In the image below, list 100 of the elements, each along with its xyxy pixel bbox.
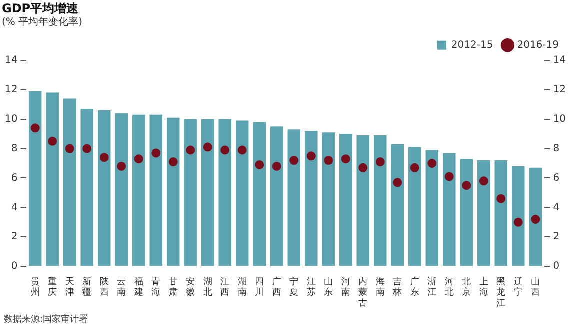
- bar: [478, 160, 490, 266]
- bar: [443, 153, 456, 266]
- x-tick-label: 吉林: [392, 276, 402, 298]
- point: [531, 214, 540, 224]
- bar: [322, 132, 335, 266]
- bar: [132, 114, 146, 266]
- y2-tick-label: 10: [553, 114, 566, 125]
- point: [117, 162, 126, 171]
- x-tick-label: 内蒙古: [358, 276, 368, 309]
- point: [255, 160, 264, 170]
- x-tick-label: 安徽: [186, 276, 196, 298]
- x-tick-label: 河北: [444, 276, 454, 298]
- x-tick-label: 黑龙江: [496, 276, 506, 309]
- bar: [494, 160, 508, 266]
- x-tick-label: 广东: [410, 276, 420, 298]
- point: [238, 146, 247, 155]
- point: [376, 158, 385, 167]
- y-tick-label: 6: [11, 172, 18, 184]
- point: [428, 159, 437, 168]
- y2-tick-label: 4: [553, 202, 560, 214]
- x-tick-label: 四川: [255, 277, 264, 298]
- legend-label: 2016-19: [517, 40, 560, 51]
- point: [462, 181, 472, 190]
- x-tick-label: 山西: [531, 276, 540, 298]
- point: [186, 146, 196, 155]
- bar: [270, 126, 284, 266]
- bar: [426, 150, 439, 266]
- bar: [202, 119, 214, 266]
- source-note: 数据来源:国家审计署: [4, 314, 88, 325]
- bar: [460, 159, 474, 266]
- point: [290, 156, 299, 166]
- point: [48, 136, 58, 146]
- bar: [98, 110, 111, 266]
- x-tick-label: 陕西: [100, 276, 109, 298]
- y2-tick-label: 8: [553, 143, 560, 154]
- point: [393, 178, 402, 188]
- chart-title: GDP平均增速: [2, 1, 80, 16]
- y2-tick-label: 12: [553, 84, 566, 96]
- x-tick-label: 甘肃: [168, 276, 178, 298]
- y2-tick-label: 0: [553, 261, 560, 272]
- x-tick-label: 重庆: [48, 276, 58, 298]
- point: [100, 153, 109, 162]
- bar: [80, 109, 94, 266]
- x-tick-label: 海南: [376, 276, 385, 298]
- x-tick-label: 山东: [324, 276, 334, 298]
- bar: [253, 122, 266, 266]
- point: [65, 144, 74, 154]
- bar: [305, 131, 318, 266]
- bar: [115, 113, 128, 266]
- x-tick-label: 江西: [220, 276, 230, 298]
- point: [168, 158, 178, 167]
- point: [479, 176, 488, 186]
- y-tick-label: 8: [11, 143, 18, 154]
- point: [203, 142, 212, 152]
- point: [306, 152, 316, 161]
- point: [134, 154, 144, 164]
- point: [220, 146, 230, 155]
- bar: [184, 119, 197, 266]
- point: [358, 163, 368, 172]
- x-tick-label: 贵州: [30, 276, 40, 298]
- bar: [236, 120, 249, 266]
- x-tick-label: 河南: [341, 276, 350, 298]
- x-tick-label: 青海: [152, 276, 161, 298]
- point: [410, 163, 420, 172]
- bar: [374, 136, 387, 266]
- y-tick-label: 0: [11, 261, 18, 272]
- bar: [512, 166, 525, 266]
- bar: [46, 92, 59, 266]
- point: [324, 156, 334, 166]
- x-tick-label: 云南: [117, 277, 126, 298]
- y-tick-label: 14: [4, 54, 18, 66]
- point: [496, 194, 506, 204]
- bar: [218, 119, 232, 266]
- y2-tick-label: 6: [553, 172, 560, 184]
- bar: [63, 98, 76, 266]
- point: [30, 124, 40, 133]
- y-tick-label: 2: [11, 232, 18, 243]
- x-tick-label: 福建: [133, 276, 144, 298]
- x-tick-label: 湖南: [238, 276, 247, 298]
- x-tick-label: 天津: [65, 276, 74, 298]
- x-tick-label: 辽宁: [514, 276, 523, 298]
- legend-label: 2012-15: [451, 40, 494, 51]
- bar: [356, 136, 370, 266]
- x-tick-label: 上海: [479, 276, 488, 298]
- point: [514, 218, 523, 227]
- y-tick-label: 10: [4, 114, 18, 125]
- point: [272, 162, 282, 171]
- x-tick-label: 浙江: [428, 276, 437, 298]
- x-tick-label: 宁夏: [290, 276, 299, 298]
- bar: [529, 168, 542, 266]
- x-tick-label: 湖北: [203, 276, 212, 298]
- bar: [167, 118, 180, 266]
- bar: [391, 144, 404, 266]
- x-tick-label: 广西: [272, 276, 282, 298]
- point: [152, 148, 161, 158]
- bar: [408, 147, 422, 266]
- y-tick-label: 4: [11, 202, 18, 214]
- bar: [28, 91, 42, 266]
- y2-tick-label: 14: [553, 54, 566, 66]
- bar: [340, 134, 352, 266]
